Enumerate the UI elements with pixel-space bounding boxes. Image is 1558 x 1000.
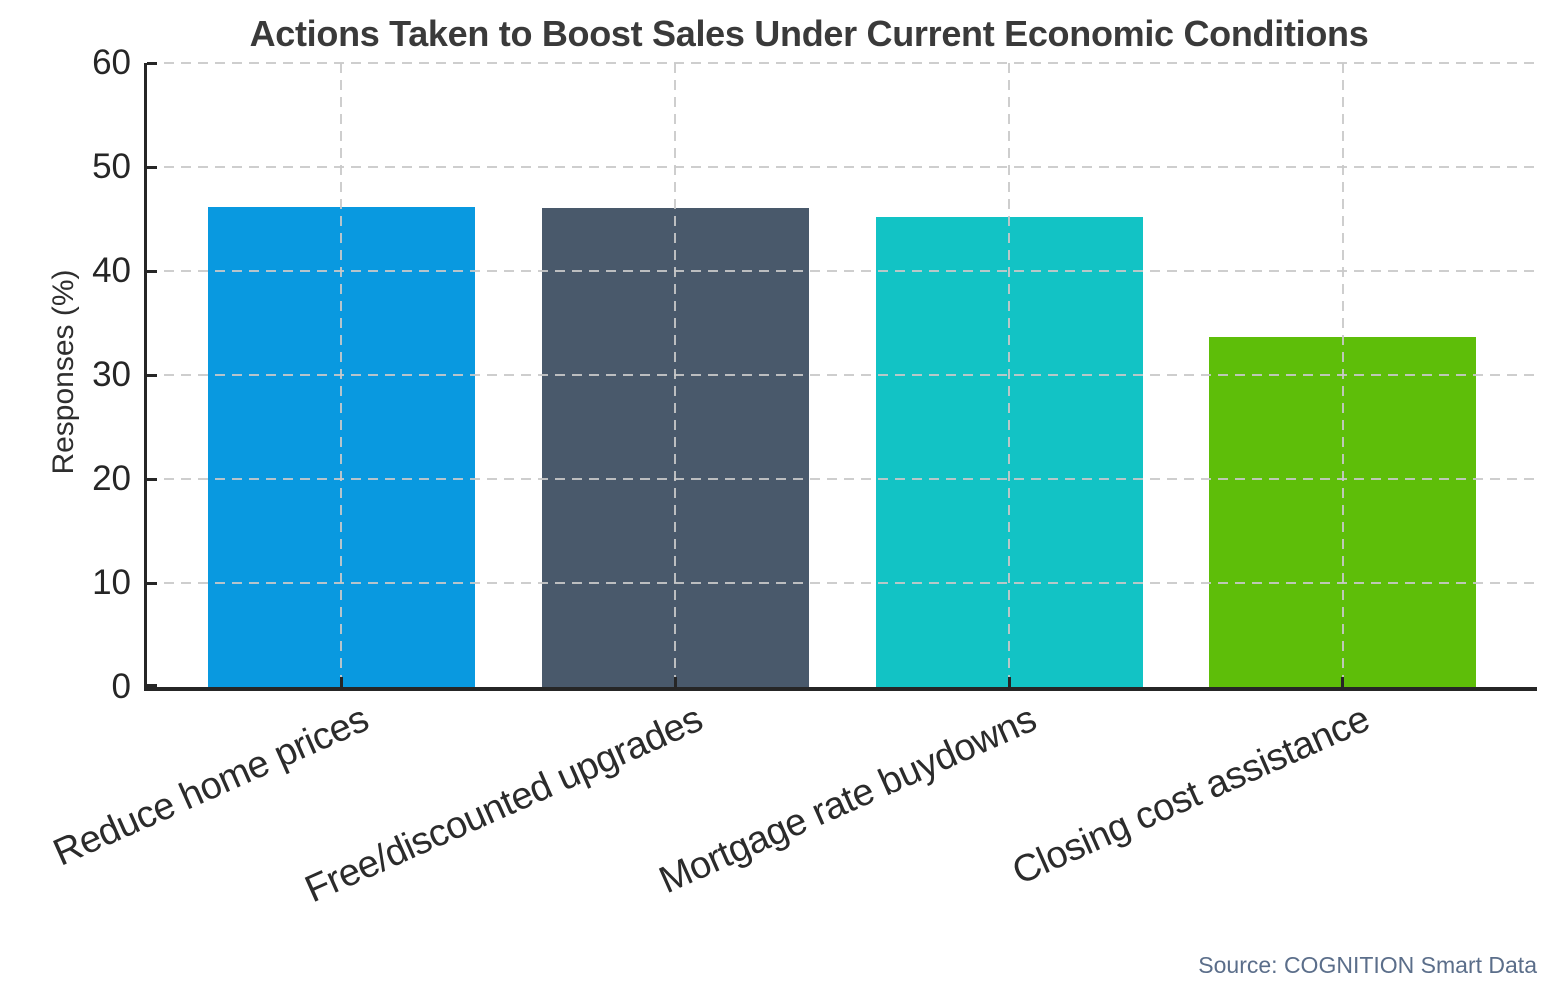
x-gridline <box>674 63 676 687</box>
source-note: Source: COGNITION Smart Data <box>1198 952 1537 978</box>
x-tick-label: Closing cost assistance <box>1006 698 1377 894</box>
x-tick-mark <box>339 677 343 687</box>
y-gridline <box>147 270 1537 272</box>
y-gridline <box>147 582 1537 584</box>
y-tick-mark <box>147 477 157 481</box>
x-tick-label: Reduce home prices <box>47 698 375 875</box>
y-tick-label: 0 <box>111 667 131 706</box>
y-tick-label: 10 <box>92 563 131 602</box>
y-tick-mark <box>147 684 157 687</box>
y-tick-mark <box>147 61 157 65</box>
x-gridline <box>1008 63 1010 687</box>
y-tick-label: 50 <box>92 147 131 186</box>
y-tick-mark <box>147 373 157 377</box>
x-tick-mark <box>1341 677 1344 687</box>
plot-area <box>144 61 1537 691</box>
y-tick-label: 20 <box>92 459 131 498</box>
y-gridline <box>147 166 1537 168</box>
x-tick-mark <box>1007 677 1011 687</box>
x-gridline <box>1341 63 1344 687</box>
y-tick-label: 40 <box>92 251 131 290</box>
x-gridline <box>340 63 342 687</box>
x-tick-mark <box>673 677 677 687</box>
y-tick-mark <box>147 165 157 169</box>
y-tick-mark <box>147 581 157 585</box>
y-gridline <box>147 374 1537 376</box>
y-gridline <box>147 478 1537 480</box>
y-gridline <box>147 62 1537 64</box>
chart-title: Actions Taken to Boost Sales Under Curre… <box>249 13 1369 54</box>
y-tick-label: 30 <box>92 355 131 394</box>
y-tick-mark <box>147 269 157 273</box>
y-tick-label: 60 <box>92 43 131 82</box>
x-tick-label: Mortgage rate buydowns <box>653 698 1043 903</box>
